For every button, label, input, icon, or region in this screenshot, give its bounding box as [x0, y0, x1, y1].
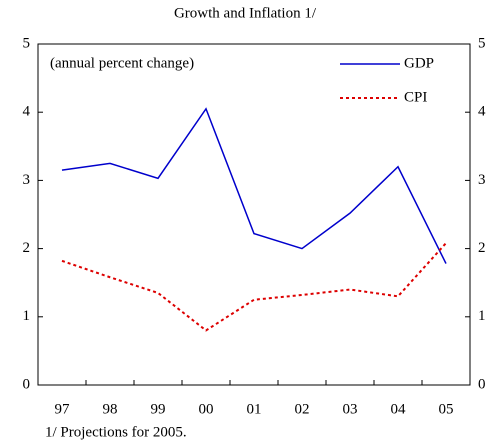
y2-tick-label: 3	[478, 172, 486, 188]
y-tick-label: 1	[23, 308, 31, 324]
x-tick-label: 03	[343, 401, 358, 417]
legend-label: CPI	[404, 89, 427, 105]
x-tick-label: 97	[55, 401, 71, 417]
legend-label: GDP	[404, 55, 434, 71]
y-tick-label: 3	[23, 172, 31, 188]
y-tick-label: 4	[23, 104, 31, 120]
y2-tick-label: 5	[478, 35, 486, 51]
x-tick-label: 01	[247, 401, 262, 417]
y-tick-label: 2	[23, 240, 31, 256]
y-tick-label: 0	[23, 376, 31, 392]
x-tick-label: 00	[199, 401, 214, 417]
chart-title: Growth and Inflation 1/	[174, 5, 317, 21]
y-tick-label: 5	[23, 35, 31, 51]
x-tick-label: 05	[439, 401, 454, 417]
annotation: (annual percent change)	[50, 55, 194, 71]
x-tick-label: 02	[295, 401, 310, 417]
x-tick-label: 98	[103, 401, 118, 417]
footnote: 1/ Projections for 2005.	[45, 424, 187, 440]
plot-frame	[37, 43, 471, 386]
y2-tick-label: 1	[478, 308, 486, 324]
y2-tick-label: 0	[478, 376, 486, 392]
x-tick-label: 99	[151, 401, 166, 417]
series-line	[61, 242, 447, 332]
y2-tick-label: 2	[478, 240, 486, 256]
x-tick-label: 04	[391, 401, 407, 417]
series-line	[61, 107, 447, 264]
y2-tick-label: 4	[478, 104, 486, 120]
